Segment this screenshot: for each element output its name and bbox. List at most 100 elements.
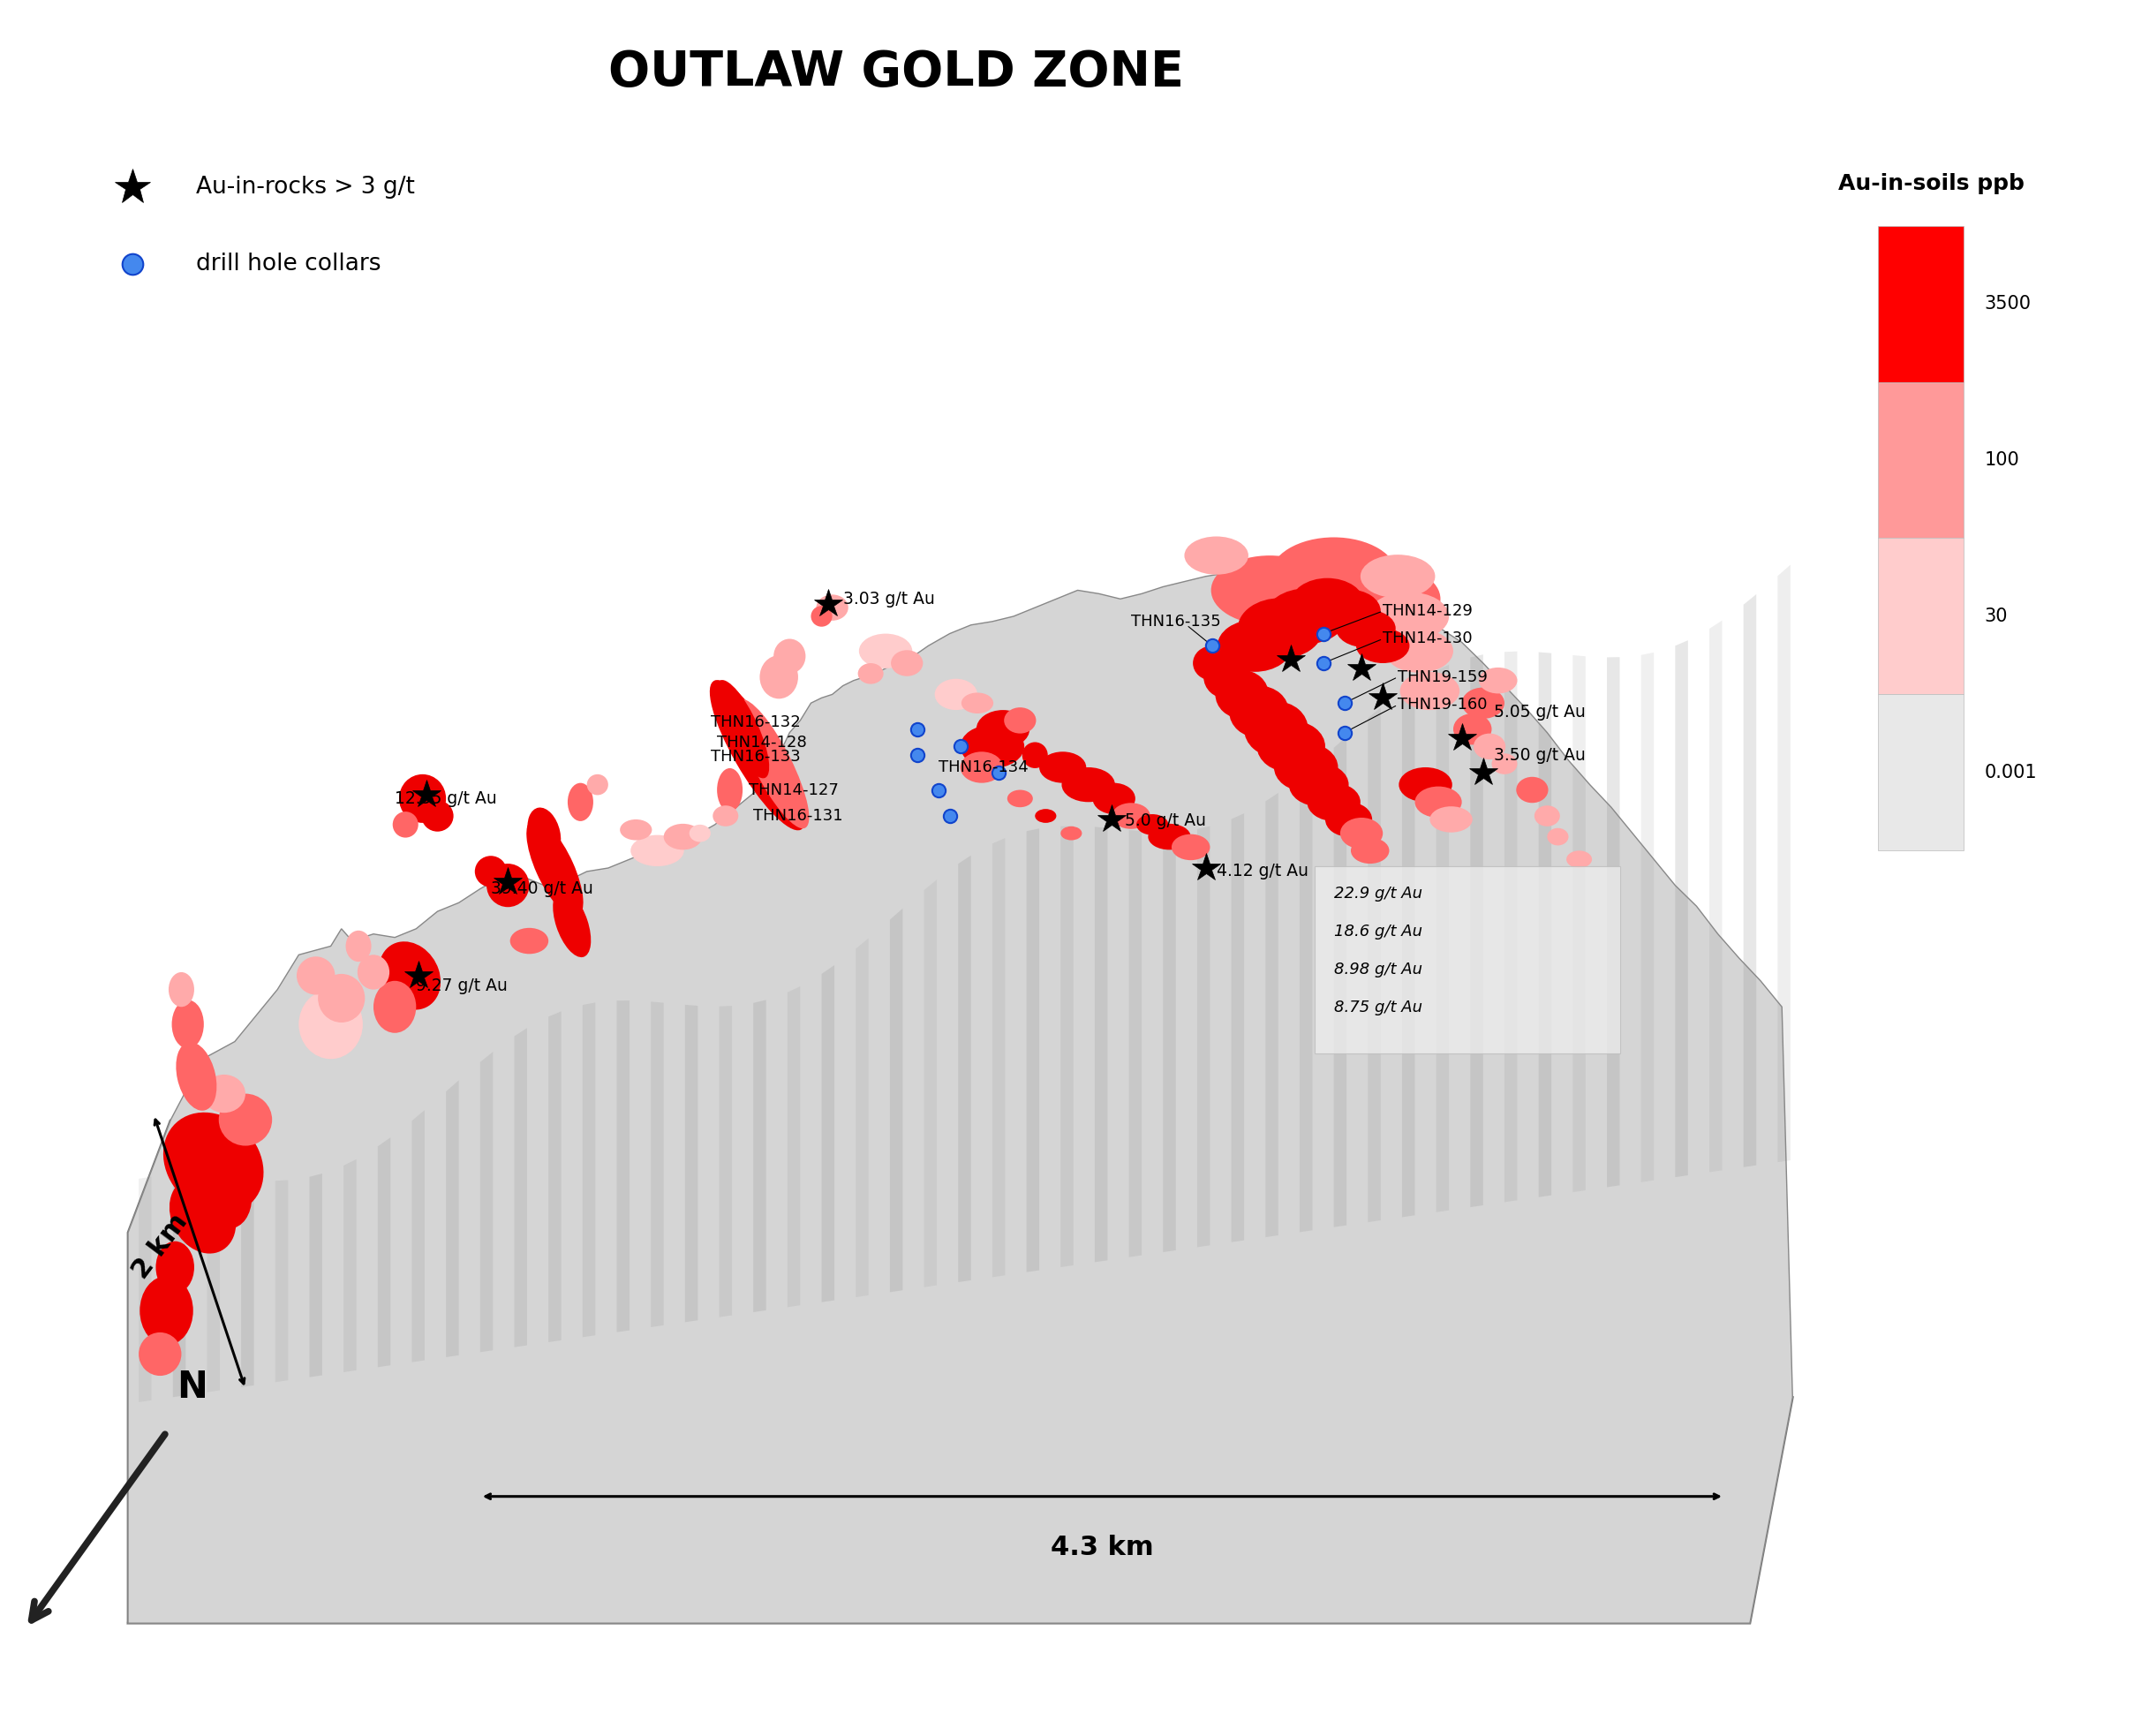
Text: 3.03 g/t Au: 3.03 g/t Au [843,590,935,608]
Polygon shape [1265,793,1278,1238]
Text: 9.27 g/t Au: 9.27 g/t Au [416,977,508,995]
Ellipse shape [713,806,738,826]
Polygon shape [1641,653,1654,1182]
Polygon shape [128,1120,171,1623]
Polygon shape [1026,828,1039,1272]
Text: 8.98 g/t Au: 8.98 g/t Au [1334,962,1421,977]
Text: THN16-131: THN16-131 [753,807,843,825]
Polygon shape [1436,665,1449,1212]
Ellipse shape [1229,686,1289,738]
Ellipse shape [760,654,798,700]
Text: THN16-132: THN16-132 [711,713,800,731]
Ellipse shape [1148,825,1191,851]
Ellipse shape [960,693,994,713]
Ellipse shape [1265,589,1347,644]
Ellipse shape [1289,578,1366,630]
Ellipse shape [1547,828,1568,845]
Bar [1878,538,1963,694]
Polygon shape [1675,641,1688,1177]
Text: 0.001: 0.001 [1985,764,2038,781]
Polygon shape [446,1080,459,1358]
Ellipse shape [1336,609,1396,648]
Ellipse shape [1172,835,1210,861]
Text: N: N [177,1370,207,1406]
Text: 8.75 g/t Au: 8.75 g/t Au [1334,1000,1421,1016]
Ellipse shape [1257,720,1325,773]
Polygon shape [992,838,1005,1278]
Polygon shape [617,1000,630,1332]
Polygon shape [822,965,834,1302]
Polygon shape [207,1177,220,1392]
Ellipse shape [1462,687,1504,719]
Polygon shape [378,1137,391,1368]
Ellipse shape [1306,783,1361,821]
Polygon shape [1231,814,1244,1243]
Ellipse shape [527,807,561,859]
Ellipse shape [1534,806,1560,826]
Polygon shape [344,1160,356,1371]
Polygon shape [241,1179,254,1387]
Ellipse shape [1112,802,1150,828]
Ellipse shape [169,1177,237,1253]
Bar [1878,226,1963,382]
Ellipse shape [220,1094,273,1146]
Ellipse shape [553,891,591,957]
Ellipse shape [773,639,807,674]
Polygon shape [514,1028,527,1347]
Polygon shape [1368,708,1381,1222]
Polygon shape [856,937,869,1297]
Polygon shape [1470,654,1483,1207]
Polygon shape [128,573,1793,1623]
Ellipse shape [1351,838,1389,865]
Ellipse shape [1216,620,1291,672]
Ellipse shape [1317,589,1381,634]
Ellipse shape [175,1042,218,1111]
Polygon shape [1778,564,1790,1161]
Text: THN19-159: THN19-159 [1398,668,1487,686]
Polygon shape [924,880,937,1286]
Polygon shape [890,908,903,1292]
Ellipse shape [664,825,702,851]
Ellipse shape [1093,783,1135,814]
Ellipse shape [1214,670,1268,719]
Ellipse shape [717,681,768,778]
Ellipse shape [587,774,608,795]
Text: THN16-134: THN16-134 [939,759,1029,776]
Ellipse shape [811,606,832,627]
Text: THN19-160: THN19-160 [1398,696,1487,713]
Ellipse shape [711,681,805,830]
Ellipse shape [420,800,452,832]
Ellipse shape [1244,701,1308,757]
Text: drill hole collars: drill hole collars [196,252,382,276]
Ellipse shape [1430,806,1472,833]
Ellipse shape [1515,778,1547,802]
Polygon shape [1129,830,1142,1257]
Polygon shape [173,1175,186,1397]
Ellipse shape [1035,809,1056,823]
Ellipse shape [975,710,1029,748]
Text: 39.40 g/t Au: 39.40 g/t Au [491,880,593,898]
Text: 30: 30 [1985,608,2008,625]
Ellipse shape [1368,592,1449,641]
Ellipse shape [1361,556,1434,597]
Ellipse shape [1472,734,1504,760]
Ellipse shape [399,774,446,823]
Ellipse shape [1479,668,1517,693]
Polygon shape [480,1052,493,1352]
Ellipse shape [139,1333,181,1375]
Polygon shape [1095,826,1108,1262]
Text: 3500: 3500 [1985,295,2032,312]
Ellipse shape [1325,802,1372,837]
Text: THN14-128: THN14-128 [717,734,807,752]
Ellipse shape [299,990,363,1059]
Ellipse shape [171,1000,205,1049]
Polygon shape [1504,651,1517,1201]
Ellipse shape [1492,753,1517,774]
Polygon shape [1607,658,1620,1187]
Ellipse shape [1039,752,1086,783]
Ellipse shape [359,955,388,990]
Ellipse shape [858,663,883,684]
Polygon shape [1539,653,1551,1198]
Ellipse shape [1334,566,1440,632]
Ellipse shape [717,767,743,812]
